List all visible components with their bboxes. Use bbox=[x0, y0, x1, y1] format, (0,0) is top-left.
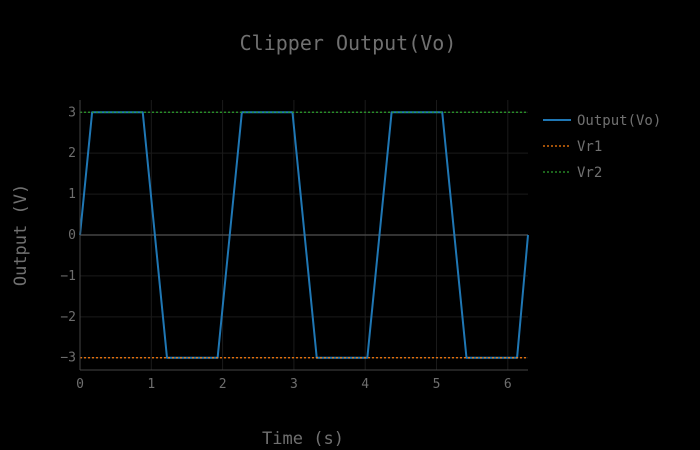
x-tick-label: 6 bbox=[504, 377, 512, 392]
legend-label: Vr2 bbox=[577, 165, 602, 181]
chart-title: Clipper Output(Vo) bbox=[240, 31, 457, 55]
y-tick-label: −3 bbox=[60, 351, 76, 366]
legend-label: Vr1 bbox=[577, 139, 602, 155]
legend: Output(Vo) Vr1 Vr2 bbox=[543, 113, 661, 181]
x-tick-label: 1 bbox=[147, 377, 155, 392]
x-tick-label: 3 bbox=[290, 377, 298, 392]
y-tick-label: 0 bbox=[68, 228, 76, 243]
x-tick-label: 4 bbox=[361, 377, 369, 392]
y-axis-title: Output (V) bbox=[11, 184, 31, 286]
x-tick-label: 5 bbox=[433, 377, 441, 392]
y-tick-label: 3 bbox=[68, 105, 76, 120]
x-tick-label: 2 bbox=[219, 377, 227, 392]
legend-label: Output(Vo) bbox=[577, 113, 661, 129]
axis-layer bbox=[79, 100, 528, 371]
x-axis-title: Time (s) bbox=[262, 429, 344, 449]
x-tick-label: 0 bbox=[76, 377, 84, 392]
series-layer bbox=[79, 111, 529, 359]
tick-label-layer: 0 1 2 3 4 5 6 −3 −2 −1 0 1 2 3 bbox=[60, 105, 511, 392]
y-tick-label: −1 bbox=[60, 269, 76, 284]
y-tick-label: 1 bbox=[68, 187, 76, 202]
y-tick-label: −2 bbox=[60, 310, 76, 325]
y-tick-label: 2 bbox=[68, 146, 76, 161]
series-line-output-vo bbox=[79, 111, 529, 359]
